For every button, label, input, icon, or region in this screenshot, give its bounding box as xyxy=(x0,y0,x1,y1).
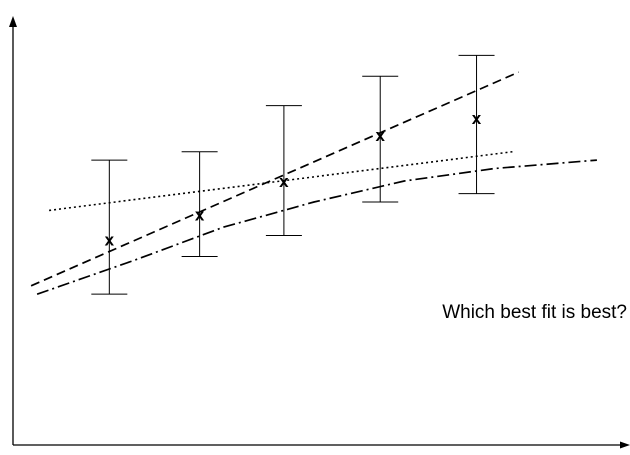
data-point-marker: x xyxy=(472,109,482,128)
data-point-marker: x xyxy=(195,206,205,225)
error-bar xyxy=(458,54,495,195)
y-axis-arrow xyxy=(9,16,17,27)
chart-annotation: Which best fit is best? xyxy=(442,302,627,323)
data-point-marker: x xyxy=(375,126,385,145)
axes xyxy=(9,16,630,449)
error-bar xyxy=(265,105,302,236)
data-markers: x x x x x xyxy=(105,109,482,250)
data-point-marker: x xyxy=(105,231,115,250)
fit-lines xyxy=(30,71,597,296)
fit-line-dash-dot xyxy=(36,159,597,296)
data-point-marker: x xyxy=(279,172,289,191)
x-axis-arrow xyxy=(620,441,630,449)
error-bars xyxy=(91,54,495,295)
error-bar xyxy=(91,159,128,295)
error-bar xyxy=(181,151,218,257)
fit-line-dashed xyxy=(30,71,520,287)
error-bar xyxy=(362,75,399,203)
